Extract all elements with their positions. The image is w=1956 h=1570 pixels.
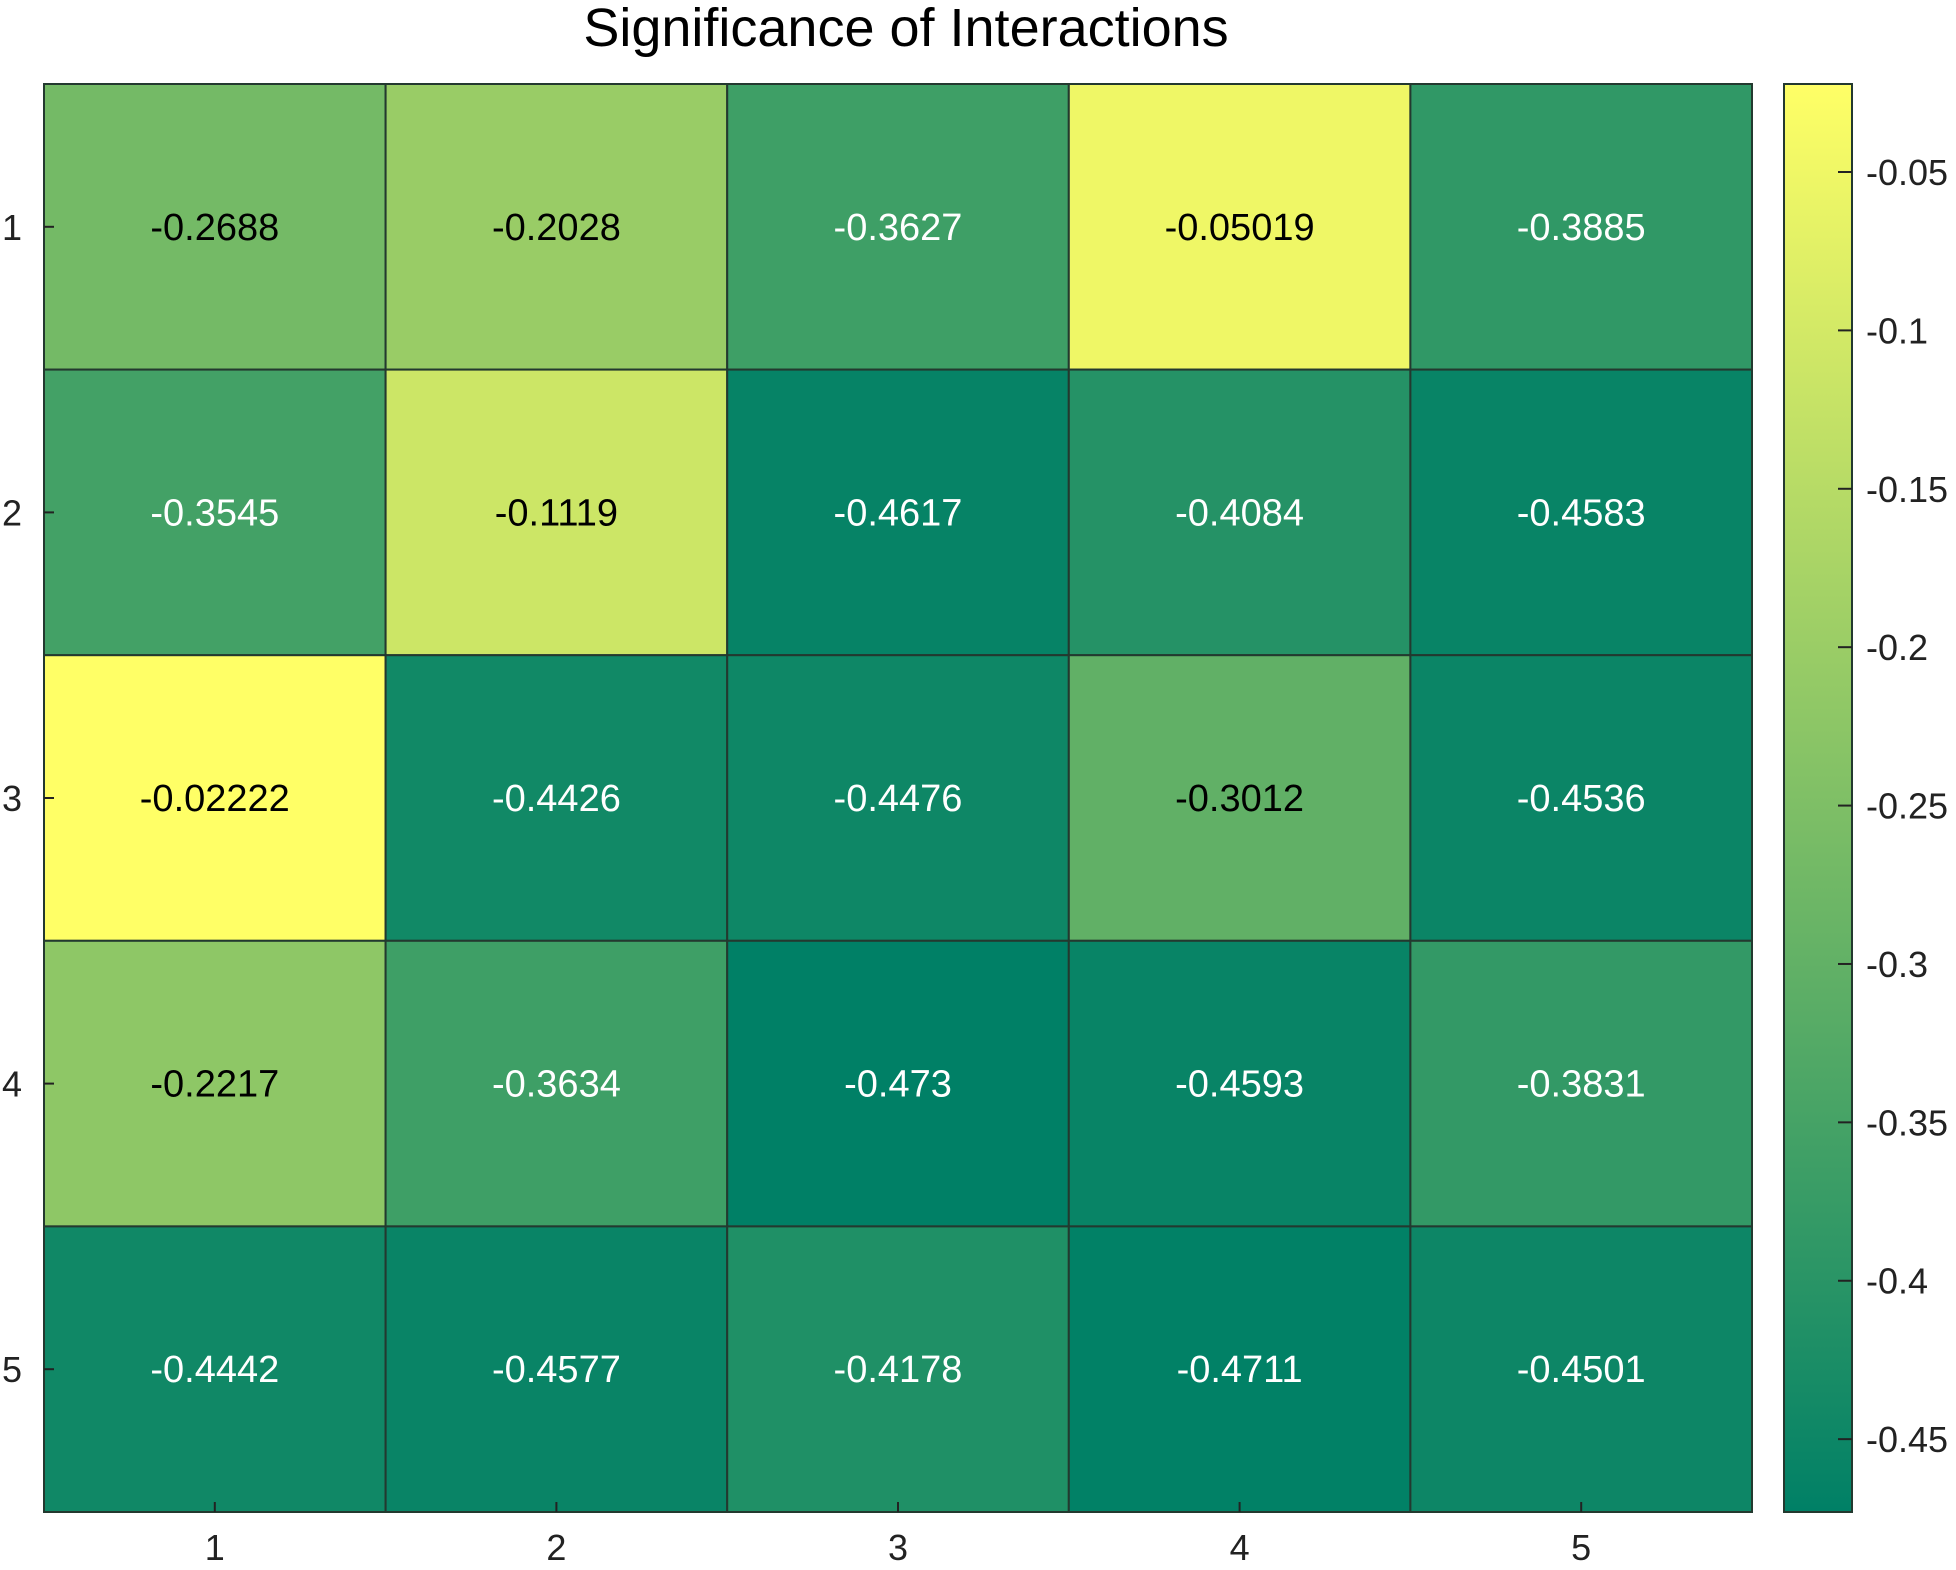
colorbar-tick-label: -0.3 [1866, 944, 1928, 985]
heatmap-cell-r1-c5 [1409, 83, 1754, 371]
x-tick-label: 5 [1571, 1527, 1591, 1568]
colorbar-tick-label: -0.25 [1866, 786, 1948, 827]
x-tick-label: 2 [546, 1527, 566, 1568]
cell-label-r5-c5: -0.4501 [1517, 1349, 1646, 1391]
heatmap-cell-r2-c3 [726, 368, 1070, 657]
colorbar-tick-label: -0.4 [1866, 1261, 1928, 1302]
cell-label-r5-c3: -0.4178 [834, 1349, 963, 1391]
colorbar-tick-label: -0.2 [1866, 627, 1928, 668]
cell-label-r5-c2: -0.4577 [492, 1349, 621, 1391]
cell-label-r4-c1: -0.2217 [150, 1064, 279, 1106]
heatmap-cell-r2-c1 [43, 368, 387, 657]
cell-label-r4-c5: -0.3831 [1517, 1064, 1646, 1106]
heatmap-cell-r5-c2 [384, 1225, 729, 1514]
cell-label-r2-c2: -0.1119 [495, 492, 618, 534]
cell-label-r5-c1: -0.4442 [150, 1349, 279, 1391]
y-tick-label: 2 [2, 492, 22, 533]
colorbar: -0.05 -0.1 -0.15 -0.2 -0.25 -0.3 -0.35 -0.4 -0.4… [1783, 83, 1948, 1513]
heatmap-cell-r1-c1 [43, 83, 387, 371]
cell-label-r3-c4: -0.3012 [1175, 778, 1304, 820]
x-tick-label: 1 [205, 1527, 225, 1568]
heatmap-cell-r4-c5 [1409, 939, 1754, 1228]
cell-label-r1-c3: -0.3627 [834, 207, 963, 249]
cell-label-r4-c4: -0.4593 [1175, 1064, 1304, 1106]
heatmap-cell-r5-c5 [1409, 1225, 1754, 1514]
cell-label-r3-c5: -0.4536 [1517, 778, 1646, 820]
cell-label-r4-c3: -0.473 [844, 1064, 952, 1106]
heatmap-cell-r5-c1 [43, 1225, 387, 1514]
y-axis: 1 2 3 4 5 [2, 207, 54, 1390]
x-tick-label: 3 [888, 1527, 908, 1568]
cell-label-r2-c1: -0.3545 [150, 492, 279, 534]
cell-label-r2-c5: -0.4583 [1517, 492, 1646, 534]
y-tick-label: 5 [2, 1349, 22, 1390]
colorbar-tick-label: -0.15 [1866, 469, 1948, 510]
cell-label-r1-c5: -0.3885 [1517, 207, 1646, 249]
colorbar-tick-label: -0.45 [1866, 1419, 1948, 1460]
heatmap-cell-r3-c2 [384, 654, 729, 942]
heatmap-cell-r3-c5 [1409, 654, 1754, 942]
heatmap-cell-r2-c2 [384, 368, 729, 657]
heatmap-cell-r5-c3 [726, 1225, 1070, 1514]
cell-label-r5-c4: -0.4711 [1177, 1349, 1303, 1391]
cell-label-r1-c2: -0.2028 [492, 207, 621, 249]
colorbar-tick-label: -0.1 [1866, 310, 1928, 351]
y-tick-label: 3 [2, 778, 22, 819]
cell-label-r1-c1: -0.2688 [150, 207, 279, 249]
heatmap-cell-r2-c5 [1409, 368, 1754, 657]
colorbar-gradient [1783, 83, 1853, 1513]
colorbar-tick-label: -0.05 [1866, 152, 1948, 193]
cell-label-r4-c2: -0.3634 [492, 1064, 621, 1106]
y-tick-label: 1 [2, 207, 22, 248]
cell-label-r3-c2: -0.4426 [492, 778, 621, 820]
cell-label-r1-c4: -0.05019 [1165, 207, 1315, 249]
heatmap-cell-r1-c2 [384, 83, 729, 371]
cell-label-r2-c4: -0.4084 [1175, 492, 1304, 534]
heatmap-cell-r1-c4 [1067, 83, 1412, 371]
cell-label-r3-c1: -0.02222 [140, 778, 290, 820]
y-tick-label: 4 [2, 1064, 22, 1105]
heatmap-cell-r4-c2 [384, 939, 729, 1228]
colorbar-tick-label: -0.35 [1866, 1102, 1948, 1143]
cell-label-r3-c3: -0.4476 [834, 778, 963, 820]
heatmap-cells: -0.2688 -0.2028 -0.3627 -0.05019 -0.3885 -0.3… [43, 83, 1754, 1514]
heatmap-cell-r4-c3 [726, 939, 1070, 1228]
x-axis: 1 2 3 4 5 [205, 1502, 1591, 1568]
heatmap-cell-r3-c3 [726, 654, 1070, 942]
cell-label-r2-c3: -0.4617 [834, 492, 963, 534]
heatmap-cell-r3-c4 [1067, 654, 1412, 942]
chart-title: Significance of Interactions [583, 0, 1228, 58]
heatmap-cell-r4-c4 [1067, 939, 1412, 1228]
x-tick-label: 4 [1230, 1527, 1250, 1568]
